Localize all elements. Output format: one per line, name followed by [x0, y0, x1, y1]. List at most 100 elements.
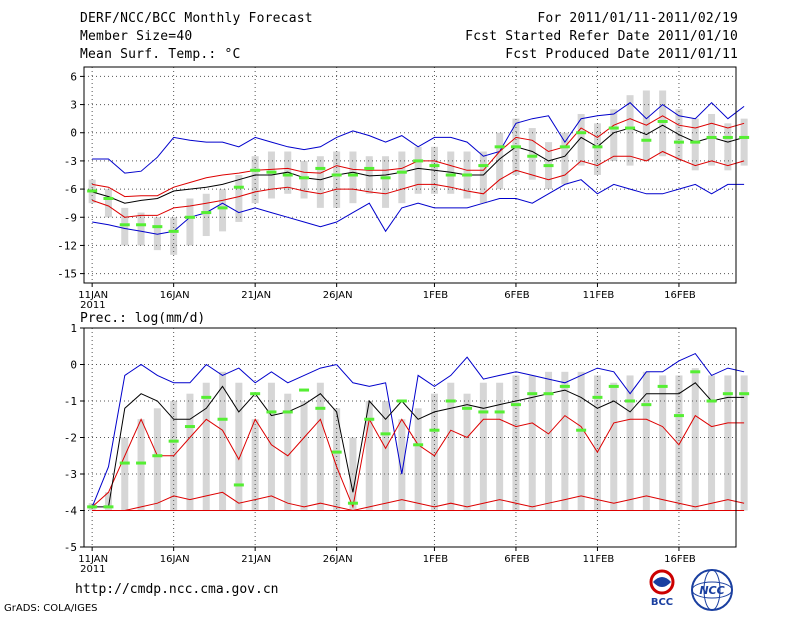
temp-median-16	[347, 173, 358, 177]
prec-median-26	[510, 403, 521, 407]
prec-box-35	[659, 375, 667, 511]
prec-median-40	[739, 392, 750, 396]
temp-ytick-label-2: 0	[70, 127, 77, 140]
prec-median-30	[576, 428, 587, 432]
temp-median-12	[282, 173, 293, 177]
prec-ytick-label-6: -5	[64, 541, 77, 554]
prec-box-4	[153, 408, 161, 511]
prec-xtick-label-0: 11JAN	[78, 554, 108, 565]
forecast-start-date: Fcst Started Refer Date 2011/01/10	[465, 29, 738, 44]
temp-box-2	[121, 207, 129, 246]
ncc-logo-text: NCC	[699, 584, 724, 597]
prec-median-25	[494, 410, 505, 414]
variable-label: Mean Surf. Temp.: °C	[80, 47, 241, 62]
source-url[interactable]: http://cmdp.ncc.cma.gov.cn	[75, 582, 279, 597]
temp-median-1	[103, 196, 114, 200]
temp-xtick-label-4: 1FEB	[423, 290, 448, 301]
prec-box-12	[284, 393, 292, 511]
prec-box-3	[137, 419, 145, 511]
prec-box-25	[496, 382, 504, 511]
prec-box-30	[577, 371, 585, 511]
prec-median-18	[380, 432, 391, 436]
prec-median-27	[527, 392, 538, 396]
prec-panel-title: Prec.: log(mm/d)	[80, 311, 205, 326]
temp-median-9	[233, 185, 244, 189]
prec-median-35	[657, 384, 668, 388]
temp-series-min	[92, 179, 745, 235]
prec-median-3	[136, 461, 147, 465]
prec-median-16	[347, 501, 358, 505]
temp-xtick-label-3: 26JAN	[323, 290, 353, 301]
prec-median-21	[429, 428, 440, 432]
temp-median-27	[527, 154, 538, 158]
temp-box-16	[349, 151, 357, 204]
temp-xtick-label-2: 21JAN	[241, 290, 271, 301]
prec-median-37	[690, 370, 701, 374]
temp-xtick-label-7: 16FEB	[664, 290, 696, 301]
prec-xtick-label-7: 16FEB	[664, 554, 696, 565]
temp-box-7	[202, 193, 210, 237]
temp-median-8	[217, 206, 228, 210]
prec-median-17	[364, 417, 375, 421]
prec-box-18	[382, 401, 390, 511]
prec-median-2	[119, 461, 130, 465]
temp-box-33	[626, 95, 634, 166]
temp-box-14	[316, 156, 324, 208]
temp-box-37	[691, 118, 699, 171]
prec-median-9	[233, 483, 244, 487]
prec-box-39	[724, 375, 732, 511]
prec-ytick-label-3: -2	[64, 432, 77, 445]
prec-box-20	[414, 408, 422, 511]
prec-box-31	[593, 375, 601, 511]
prec-box-37	[691, 368, 699, 511]
prec-ytick-label-2: -1	[64, 395, 77, 408]
temp-median-36	[673, 140, 684, 144]
temp-median-2	[119, 223, 130, 227]
temp-median-4	[152, 225, 163, 229]
prec-xtick-label-1: 16JAN	[160, 554, 190, 565]
temp-median-10	[250, 168, 261, 172]
temp-median-32	[608, 126, 619, 130]
temp-ytick-label-3: -3	[64, 155, 77, 168]
prec-ytick-label-0: 1	[70, 322, 77, 335]
chart-title: DERF/NCC/BCC Monthly Forecast	[80, 11, 313, 26]
prec-series-mean	[92, 382, 745, 508]
temp-box-29	[561, 132, 569, 185]
prec-box-13	[300, 401, 308, 511]
temp-median-11	[266, 170, 277, 174]
prec-median-11	[266, 410, 277, 414]
temp-median-40	[739, 135, 750, 139]
prec-median-39	[722, 392, 733, 396]
prec-median-7	[201, 395, 212, 399]
temp-box-1	[104, 189, 112, 218]
temp-ytick-label-6: -12	[57, 239, 77, 252]
prec-xtick-label-5: 6FEB	[504, 554, 529, 565]
temp-median-18	[380, 176, 391, 180]
prec-box-29	[561, 371, 569, 511]
temp-ytick-label-5: -9	[64, 211, 77, 224]
prec-series-lower	[92, 491, 745, 512]
temp-median-19	[396, 170, 407, 174]
prec-median-20	[413, 443, 424, 447]
prec-median-28	[543, 392, 554, 396]
prec-median-34	[641, 403, 652, 407]
prec-xtick-label-4: 1FEB	[423, 554, 448, 565]
temp-box-6	[186, 198, 194, 246]
temp-median-24	[478, 164, 489, 168]
temp-ytick-label-4: -6	[64, 183, 77, 196]
prec-median-23	[462, 406, 473, 410]
prec-frame	[83, 327, 737, 548]
prec-series-max	[91, 352, 745, 508]
prec-median-38	[706, 399, 717, 403]
temp-median-6	[184, 215, 195, 219]
temp-box-27	[528, 128, 536, 180]
temp-year-label: 2011	[80, 300, 105, 311]
prec-box-23	[463, 393, 471, 511]
prec-year-label: 2011	[80, 564, 105, 575]
bcc-logo: BCC	[649, 569, 675, 608]
temp-median-5	[168, 229, 179, 233]
temp-median-0	[87, 189, 98, 193]
temp-median-25	[494, 145, 505, 149]
temp-box-35	[659, 90, 667, 157]
temp-median-30	[576, 131, 587, 135]
